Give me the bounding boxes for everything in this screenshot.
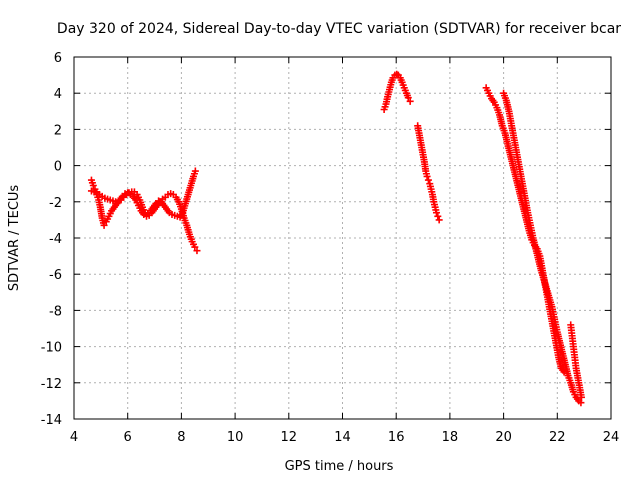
data-point	[89, 182, 97, 190]
y-tick-label: -12	[41, 377, 62, 392]
x-tick-label: 16	[388, 430, 405, 445]
data-point	[406, 97, 414, 105]
axis-ticks	[73, 56, 612, 420]
data-point	[577, 393, 585, 401]
data-points	[87, 70, 585, 407]
data-point	[424, 176, 432, 184]
x-tick-label: 24	[603, 430, 620, 445]
y-tick-label: -10	[41, 341, 62, 356]
y-tick-label: 2	[54, 123, 62, 138]
x-tick-label: 8	[177, 430, 185, 445]
y-tick-label: -8	[49, 304, 62, 319]
data-point	[191, 167, 199, 175]
data-point	[100, 221, 108, 229]
x-tick-label: 18	[442, 430, 459, 445]
data-point	[193, 247, 201, 255]
x-tick-label: 12	[281, 430, 298, 445]
data-point	[434, 212, 442, 220]
y-tick-label: 0	[54, 160, 62, 175]
data-point	[423, 172, 431, 180]
x-axis-label: GPS time / hours	[285, 459, 394, 474]
grid-lines	[74, 57, 611, 419]
data-point	[191, 243, 199, 251]
chart-title: Day 320 of 2024, Sidereal Day-to-day VTE…	[57, 21, 621, 37]
data-point	[435, 216, 443, 224]
x-tick-labels: 4 6 8 10 12 14 16 18 20 22 24	[70, 430, 619, 445]
x-tick-label: 10	[227, 430, 244, 445]
x-tick-label: 6	[124, 430, 132, 445]
y-tick-label: -2	[49, 196, 62, 211]
x-tick-label: 20	[495, 430, 512, 445]
y-tick-labels: -14 -12 -10 -8 -6 -4 -2 0 2 4 6	[41, 51, 62, 428]
y-tick-label: -6	[49, 268, 62, 283]
y-tick-label: -4	[49, 232, 62, 247]
x-tick-label: 22	[549, 430, 566, 445]
y-tick-label: 4	[54, 87, 62, 102]
data-point	[432, 209, 440, 217]
data-point	[404, 94, 412, 102]
y-tick-label: -14	[41, 413, 62, 428]
y-tick-label: 6	[54, 51, 62, 66]
y-axis-label: SDTVAR / TECUs	[7, 185, 22, 292]
x-tick-label: 14	[334, 430, 351, 445]
x-tick-label: 4	[70, 430, 78, 445]
